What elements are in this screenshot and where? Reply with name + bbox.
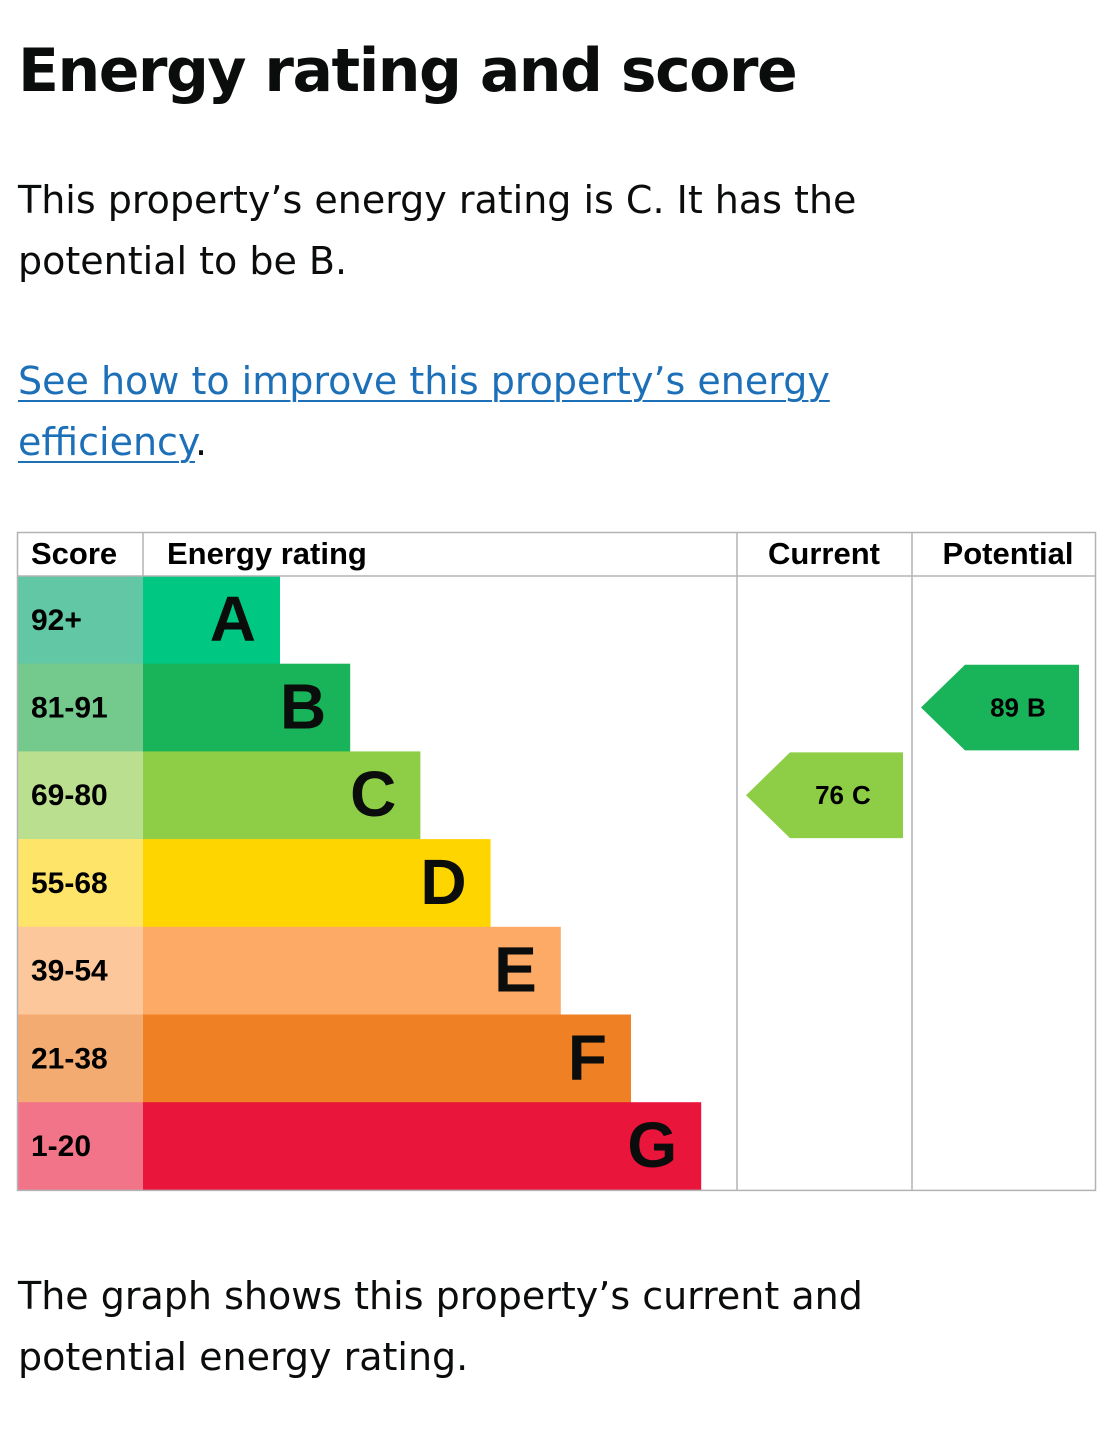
current-arrow — [746, 752, 903, 839]
column-header: Current — [768, 536, 880, 571]
score-range: 1-20 — [31, 1130, 91, 1163]
summary: This property’s energy rating is C. It h… — [18, 178, 857, 283]
link-suffix: . — [195, 420, 208, 464]
score-range: 81-91 — [31, 691, 108, 724]
band-letter: B — [280, 670, 326, 742]
score-range: 39-54 — [31, 955, 108, 988]
score-cell — [17, 839, 143, 928]
table-border — [16, 531, 1097, 1192]
score-cell — [17, 576, 143, 665]
current-score: 76 — [815, 780, 844, 810]
potential-band: B — [1027, 692, 1046, 722]
heading: Energy rating and score — [18, 36, 798, 106]
score-cell — [17, 751, 143, 840]
band-bar — [143, 926, 561, 1015]
band-bar — [143, 663, 351, 752]
column-header: Energy rating — [167, 536, 367, 571]
footer: The graph shows this property’s current … — [18, 1274, 863, 1379]
band-bar — [143, 576, 280, 665]
band-bar — [143, 1102, 702, 1191]
band-letter: D — [420, 846, 466, 918]
potential-score: 89 — [990, 692, 1019, 722]
band-letter: E — [494, 934, 537, 1006]
band-letter: G — [627, 1109, 677, 1181]
band-letter: F — [568, 1021, 607, 1093]
score-cell — [17, 1014, 143, 1103]
improve-link[interactable]: See how to improve this property’s energ… — [18, 359, 830, 464]
score-cell — [17, 1102, 143, 1191]
column-header: Potential — [943, 536, 1074, 571]
current-band: C — [852, 780, 871, 810]
band-letter: A — [210, 583, 256, 655]
potential-arrow — [921, 664, 1079, 751]
score-range: 21-38 — [31, 1042, 108, 1075]
score-range: 55-68 — [31, 867, 108, 900]
band-bar — [143, 1014, 631, 1103]
score-cell — [17, 663, 143, 752]
band-letter: C — [350, 758, 396, 830]
band-bar — [143, 839, 491, 928]
column-header: Score — [31, 536, 117, 571]
score-range: 69-80 — [31, 779, 108, 812]
link-paragraph: See how to improve this property’s energ… — [18, 351, 898, 473]
band-bar — [143, 751, 421, 840]
score-range: 92+ — [31, 604, 82, 637]
score-cell — [17, 926, 143, 1015]
